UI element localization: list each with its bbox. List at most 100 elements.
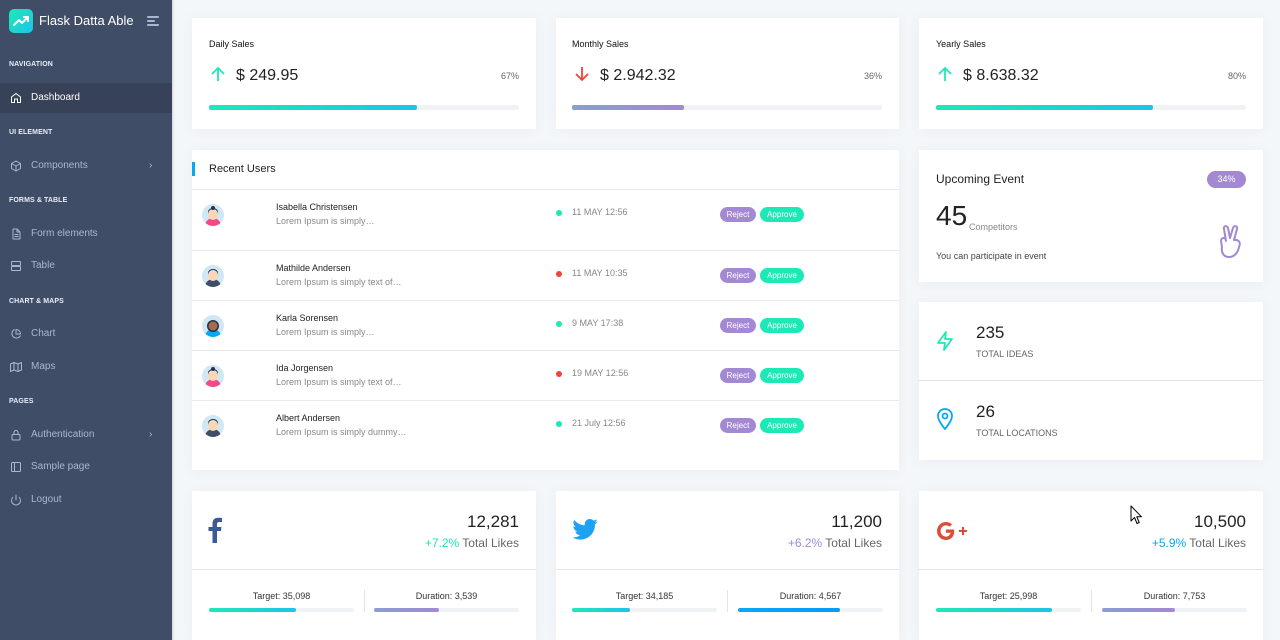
target-progress-bar xyxy=(572,608,717,612)
event-count-label: Competitors xyxy=(969,222,1018,232)
sidebar-item-label: Components xyxy=(31,160,88,171)
file-text-icon xyxy=(12,228,21,240)
google-plus-card: 10,500 +5.9% Total Likes Target: 25,998 … xyxy=(919,491,1263,640)
reject-button[interactable]: Reject xyxy=(720,318,756,333)
twitter-card: 11,200 +6.2% Total Likes Target: 34,185 … xyxy=(556,491,899,640)
google-plus-icon xyxy=(937,522,967,540)
table-row: Albert Andersen Lorem Ipsum is simply du… xyxy=(192,400,899,450)
user-name: Mathilde Andersen xyxy=(276,263,351,273)
sidebar-item-authentication[interactable]: Authentication › xyxy=(0,420,172,450)
divider xyxy=(556,569,899,570)
facebook-card: 12,281 +7.2% Total Likes Target: 35,098 … xyxy=(192,491,536,640)
sales-amount: $ 8.638.32 xyxy=(963,67,1039,84)
social-change-line: +6.2% Total Likes xyxy=(788,536,882,550)
chevron-right-icon: › xyxy=(149,160,153,171)
app-title: Flask Datta Able xyxy=(39,13,134,28)
sidebar-item-sample-page[interactable]: Sample page xyxy=(0,452,172,482)
map-pin-icon xyxy=(937,408,953,430)
twitter-icon xyxy=(572,519,598,540)
user-date: 19 MAY 12:56 xyxy=(572,368,629,378)
status-dot xyxy=(556,321,562,327)
user-description: Lorem Ipsum is simply text of… xyxy=(276,277,402,287)
social-change: +7.2% xyxy=(424,536,460,550)
sidebar-item-logout[interactable]: Logout xyxy=(0,485,172,515)
sidebar-item-components[interactable]: Components › xyxy=(0,151,172,181)
sales-amount: $ 2.942.32 xyxy=(600,67,676,84)
sidebar-item-label: Table xyxy=(31,260,55,271)
upcoming-event-card: Upcoming Event 34% 45 Competitors You ca… xyxy=(919,150,1263,282)
duration-progress-bar xyxy=(1102,608,1247,612)
sales-percent: 36% xyxy=(863,71,882,81)
sales-percent: 80% xyxy=(1227,71,1246,81)
avatar xyxy=(202,204,224,226)
menu-toggle-icon[interactable] xyxy=(147,16,159,26)
approve-button[interactable]: Approve xyxy=(760,418,804,433)
chevron-right-icon: › xyxy=(149,429,153,440)
map-icon xyxy=(10,362,22,372)
daily-sales-card: Daily Sales $ 249.95 67% xyxy=(192,18,536,129)
sidebar-item-chart[interactable]: Chart xyxy=(0,319,172,349)
status-dot xyxy=(556,421,562,427)
social-value: 11,200 xyxy=(831,512,882,531)
sidebar-item-form-elements[interactable]: Form elements xyxy=(0,219,172,249)
monthly-sales-card: Monthly Sales $ 2.942.32 36% xyxy=(556,18,899,129)
nav-caption-forms-table: FORMS & TABLE xyxy=(9,197,68,204)
social-change-line: +5.9% Total Likes xyxy=(1152,536,1246,550)
home-icon xyxy=(11,93,21,103)
sidebar-item-label: Sample page xyxy=(31,461,90,472)
progress-fill xyxy=(374,608,440,612)
progress-fill xyxy=(209,608,296,612)
approve-button[interactable]: Approve xyxy=(760,318,804,333)
nav-caption-pages: PAGES xyxy=(9,398,34,405)
stat-label: TOTAL IDEAS xyxy=(976,349,1034,359)
status-dot xyxy=(556,371,562,377)
progress-fill xyxy=(738,608,840,612)
social-value: 12,281 xyxy=(467,512,519,531)
status-dot xyxy=(556,271,562,277)
divider xyxy=(727,590,728,612)
avatar xyxy=(202,265,224,287)
zap-icon xyxy=(937,331,953,351)
table-row: Ida Jorgensen Lorem Ipsum is simply text… xyxy=(192,350,899,400)
card-title: Yearly Sales xyxy=(936,39,986,49)
card-title: Monthly Sales xyxy=(572,39,629,49)
avatar xyxy=(202,365,224,387)
reject-button[interactable]: Reject xyxy=(720,368,756,383)
reject-button[interactable]: Reject xyxy=(720,268,756,283)
divider xyxy=(192,569,536,570)
social-duration: Duration: 3,539 xyxy=(415,591,478,601)
duration-progress-bar xyxy=(374,608,519,612)
power-icon xyxy=(11,494,21,506)
approve-button[interactable]: Approve xyxy=(760,368,804,383)
sidebar-item-dashboard[interactable]: Dashboard xyxy=(0,83,172,113)
recent-users-card: Recent Users Isabella Christensen Lorem … xyxy=(192,150,899,470)
social-change-label: Total Likes xyxy=(462,536,519,550)
sidebar-item-table[interactable]: Table xyxy=(0,251,172,281)
event-count: 45 xyxy=(936,200,968,231)
reject-button[interactable]: Reject xyxy=(720,207,756,222)
social-change: +5.9% xyxy=(1151,536,1187,550)
nav-caption-navigation: NAVIGATION xyxy=(9,61,53,68)
social-duration: Duration: 4,567 xyxy=(779,591,842,601)
brand-logo xyxy=(9,9,33,33)
sidebar-item-label: Logout xyxy=(31,494,62,505)
approve-button[interactable]: Approve xyxy=(760,268,804,283)
sidebar-item-maps[interactable]: Maps xyxy=(0,352,172,382)
reject-button[interactable]: Reject xyxy=(720,418,756,433)
divider xyxy=(364,590,365,612)
table-row: Isabella Christensen Lorem Ipsum is simp… xyxy=(192,189,899,239)
peace-hand-icon xyxy=(1220,225,1241,258)
user-name: Karla Sorensen xyxy=(276,313,339,323)
user-description: Lorem Ipsum is simply text of… xyxy=(276,377,402,387)
approve-button[interactable]: Approve xyxy=(760,207,804,222)
stat-value: 26 xyxy=(976,402,995,421)
sidebar: Flask Datta Able NAVIGATION Dashboard UI… xyxy=(0,0,175,640)
divider xyxy=(1091,590,1092,612)
sales-amount: $ 249.95 xyxy=(236,67,299,84)
pie-chart-icon xyxy=(11,329,21,339)
social-target: Target: 25,998 xyxy=(979,591,1038,601)
user-name: Isabella Christensen xyxy=(276,202,358,212)
social-change-line: +7.2% Total Likes xyxy=(425,536,519,550)
divider xyxy=(919,569,1263,570)
trending-up-icon xyxy=(13,16,29,26)
